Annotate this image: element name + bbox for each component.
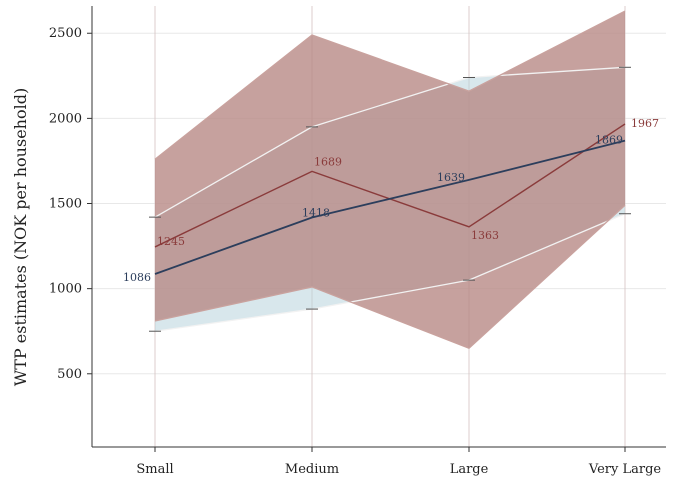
data-label: 1869 xyxy=(595,134,623,147)
x-tick-label: Large xyxy=(450,462,489,477)
x-tick-label: Very Large xyxy=(588,462,661,477)
data-label: 1086 xyxy=(123,271,151,284)
data-labels: 1086 1418 1639 1869 1245 1689 1363 1967 xyxy=(123,117,659,284)
y-tick-label: 2000 xyxy=(49,111,82,126)
ci-upper-line-2 xyxy=(154,10,626,160)
data-label: 1639 xyxy=(437,171,465,184)
confidence-band-2 xyxy=(155,11,625,349)
ci-upper-line-1 xyxy=(154,66,626,218)
x-tick-label: Medium xyxy=(285,462,339,477)
y-axis-title: WTP estimates (NOK per household) xyxy=(11,88,30,386)
confidence-bands xyxy=(155,11,625,349)
data-label: 1363 xyxy=(471,229,499,242)
series-lines xyxy=(149,10,631,349)
axes: 500 1000 1500 2000 2500 Small Medium Large Very … xyxy=(49,6,666,477)
data-label: 1689 xyxy=(314,155,342,168)
x-tick-label: Small xyxy=(136,462,173,477)
y-tick-label: 500 xyxy=(57,367,82,382)
data-label: 1418 xyxy=(302,206,330,219)
y-tick-label: 1500 xyxy=(49,197,82,212)
ci-lower-line-1 xyxy=(154,213,626,332)
ci-lower-line-2 xyxy=(154,204,626,349)
data-label: 1245 xyxy=(157,235,185,248)
y-tick-label: 2500 xyxy=(49,26,82,41)
series-line-1 xyxy=(154,139,626,275)
data-label: 1967 xyxy=(631,117,659,130)
y-tick-label: 1000 xyxy=(49,282,82,297)
